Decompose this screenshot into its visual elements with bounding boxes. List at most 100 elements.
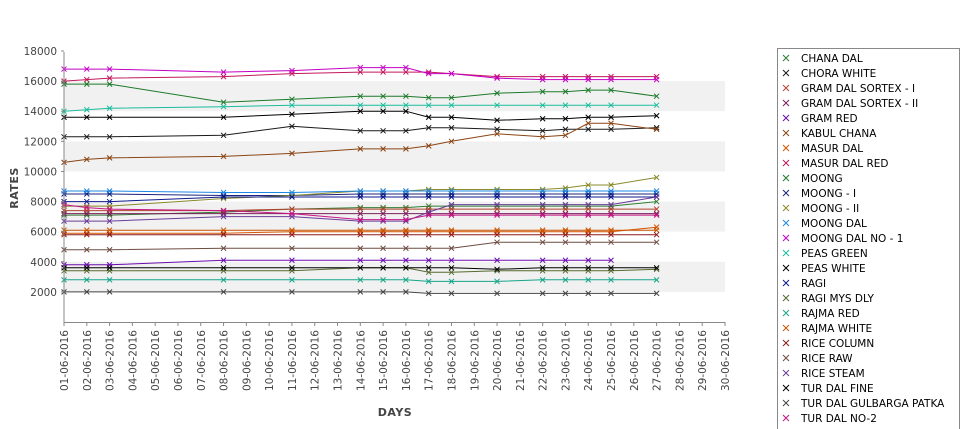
legend-marker [782,249,790,257]
x-axis-title: DAYS [378,406,412,419]
series-line [64,177,657,207]
data-point-marker [539,212,546,218]
data-point-marker [220,207,227,214]
x-tick-label: 27-06-2016 [652,330,664,391]
x-tick-label: 15-06-2016 [378,330,390,391]
data-point-marker [380,245,386,252]
data-point-marker [539,88,546,95]
data-point-marker [448,290,455,297]
x-tick-label: 20-06-2016 [492,330,504,391]
data-point-marker [106,227,113,234]
data-point-marker [403,216,409,223]
data-point-marker [83,114,90,121]
data-point-marker [220,231,227,238]
data-point-marker [403,194,409,200]
data-point-marker [106,276,113,283]
data-point-marker [562,257,569,264]
legend-label: MOONG DAL [801,218,867,230]
data-point-marker [380,108,386,115]
data-point-marker [585,182,592,188]
series-line [64,291,657,294]
y-tick-labels: 2000 4000 6000 8000 10000 12000 14000 16000 1800… [24,46,64,299]
data-point-marker [448,278,455,285]
data-point-marker [357,231,364,238]
data-point-marker [562,290,569,297]
x-tick-label: 08-06-2016 [219,330,231,391]
series-line [64,110,657,121]
data-point-marker [357,210,364,217]
data-point-marker [494,194,500,200]
series-line [64,190,657,193]
data-point-marker [83,246,90,253]
data-point-marker [357,102,364,109]
series-line [63,122,657,163]
data-point-marker [380,93,386,100]
legend-marker [782,54,790,62]
data-point-marker [289,231,295,238]
data-point-marker [653,174,660,181]
series [61,194,660,224]
data-point-marker [494,90,500,97]
data-point-marker [539,102,546,109]
data-point-marker [220,153,227,160]
legend-label: RAJMA RED [801,308,860,320]
data-point-marker [608,290,614,297]
legend-label: RAJMA WHITE [801,323,872,335]
data-point-marker [653,227,660,234]
data-point-marker [403,188,409,194]
data-point-marker [539,188,546,194]
data-point-marker [289,264,295,271]
data-point-marker [83,76,90,83]
series [61,231,660,238]
data-point-marker [357,245,364,252]
data-point-marker [289,194,295,200]
series-line [64,196,657,203]
data-point-marker [585,290,592,297]
data-point-marker [425,278,432,285]
data-point-marker [83,198,90,205]
data-point-marker [106,206,113,212]
data-point-marker [562,76,569,83]
x-tick-labels: 01-06-2016 02-06-2016 03-06-2016 04-06-2016… [59,322,732,391]
legend-box [777,48,960,429]
data-point-marker [494,257,500,264]
data-point-marker [562,115,569,122]
series-line [64,67,657,81]
data-point-marker [425,269,432,276]
data-point-marker [539,231,546,238]
data-point-marker [585,201,592,208]
data-point-marker [494,130,500,137]
data-point-marker [380,146,386,152]
series-line [64,196,657,222]
axes [63,52,725,323]
data-point-marker [357,227,364,234]
legend-label: KABUL CHANA [801,128,877,140]
x-tick-label: 22-06-2016 [538,330,550,391]
data-point-marker [83,188,90,194]
legend-marker [782,129,790,137]
legend-marker [782,279,790,287]
x-tick-label: 18-06-2016 [446,330,458,391]
data-point-marker [425,114,432,121]
grid-band [64,141,725,172]
data-point-marker [425,231,432,238]
data-point-marker [380,289,386,295]
data-point-marker [289,123,295,130]
data-point-marker [403,276,409,283]
legend-label: MOONG [801,173,843,185]
data-point-marker [608,76,614,83]
data-point-marker [220,189,227,196]
data-point-marker [425,70,432,77]
data-point-marker [653,239,660,246]
data-point-marker [220,213,227,220]
data-point-marker [562,194,569,200]
data-point-marker [653,212,660,218]
x-tick-label: 26-06-2016 [629,330,641,391]
data-point-marker [653,290,660,297]
data-point-marker [562,227,569,234]
x-tick-label: 21-06-2016 [515,330,527,391]
data-point-marker [585,212,592,218]
data-point-marker [448,114,455,121]
data-point-marker [425,212,432,218]
